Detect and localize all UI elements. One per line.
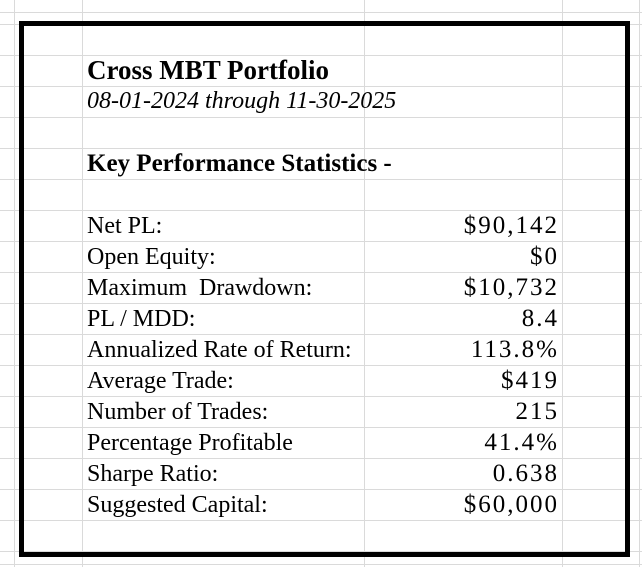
stat-row-annualized-rate-of-return: Annualized Rate of Return: 113.8%: [87, 334, 559, 365]
stat-label: Maximum Drawdown:: [87, 275, 313, 301]
stat-value: $10,732: [463, 274, 559, 301]
stat-row-average-trade: Average Trade: $419: [87, 365, 559, 396]
stat-label: Percentage Profitable: [87, 430, 293, 456]
report-border-box: [19, 21, 630, 557]
stat-value: 215: [515, 398, 559, 425]
stat-row-number-of-trades: Number of Trades: 215: [87, 396, 559, 427]
gridline-vertical: [14, 0, 15, 567]
gridline-horizontal: [0, 12, 642, 13]
stat-value: 8.4: [521, 305, 559, 332]
stat-label: PL / MDD:: [87, 306, 196, 332]
report-title: Cross MBT Portfolio: [87, 55, 329, 85]
stat-value: $0: [530, 243, 559, 270]
report-date-range: 08-01-2024 through 11-30-2025: [87, 88, 397, 114]
stat-label: Open Equity:: [87, 244, 216, 270]
stat-label: Annualized Rate of Return:: [87, 337, 352, 363]
stat-value: 113.8%: [470, 336, 559, 363]
stat-label: Net PL:: [87, 213, 163, 239]
stat-row-suggested-capital: Suggested Capital: $60,000: [87, 489, 559, 520]
stat-row-pl-mdd: PL / MDD: 8.4: [87, 303, 559, 334]
stat-value: $90,142: [463, 212, 559, 239]
stat-label: Sharpe Ratio:: [87, 461, 219, 487]
stat-label: Number of Trades:: [87, 399, 269, 425]
stat-row-percentage-profitable: Percentage Profitable 41.4%: [87, 427, 559, 458]
gridline-horizontal: [0, 564, 642, 565]
stat-value: 41.4%: [484, 429, 559, 456]
stat-row-open-equity: Open Equity: $0: [87, 241, 559, 272]
stat-label: Average Trade:: [87, 368, 234, 394]
section-header: Key Performance Statistics -: [87, 150, 392, 177]
stat-row-net-pl: Net PL: $90,142: [87, 210, 559, 241]
stat-label: Suggested Capital:: [87, 492, 268, 518]
stat-value: 0.638: [492, 460, 559, 487]
stat-value: $419: [501, 367, 559, 394]
stat-row-sharpe-ratio: Sharpe Ratio: 0.638: [87, 458, 559, 489]
gridline-vertical: [639, 0, 640, 567]
stat-row-maximum-drawdown: Maximum Drawdown: $10,732: [87, 272, 559, 303]
stat-value: $60,000: [463, 491, 559, 518]
